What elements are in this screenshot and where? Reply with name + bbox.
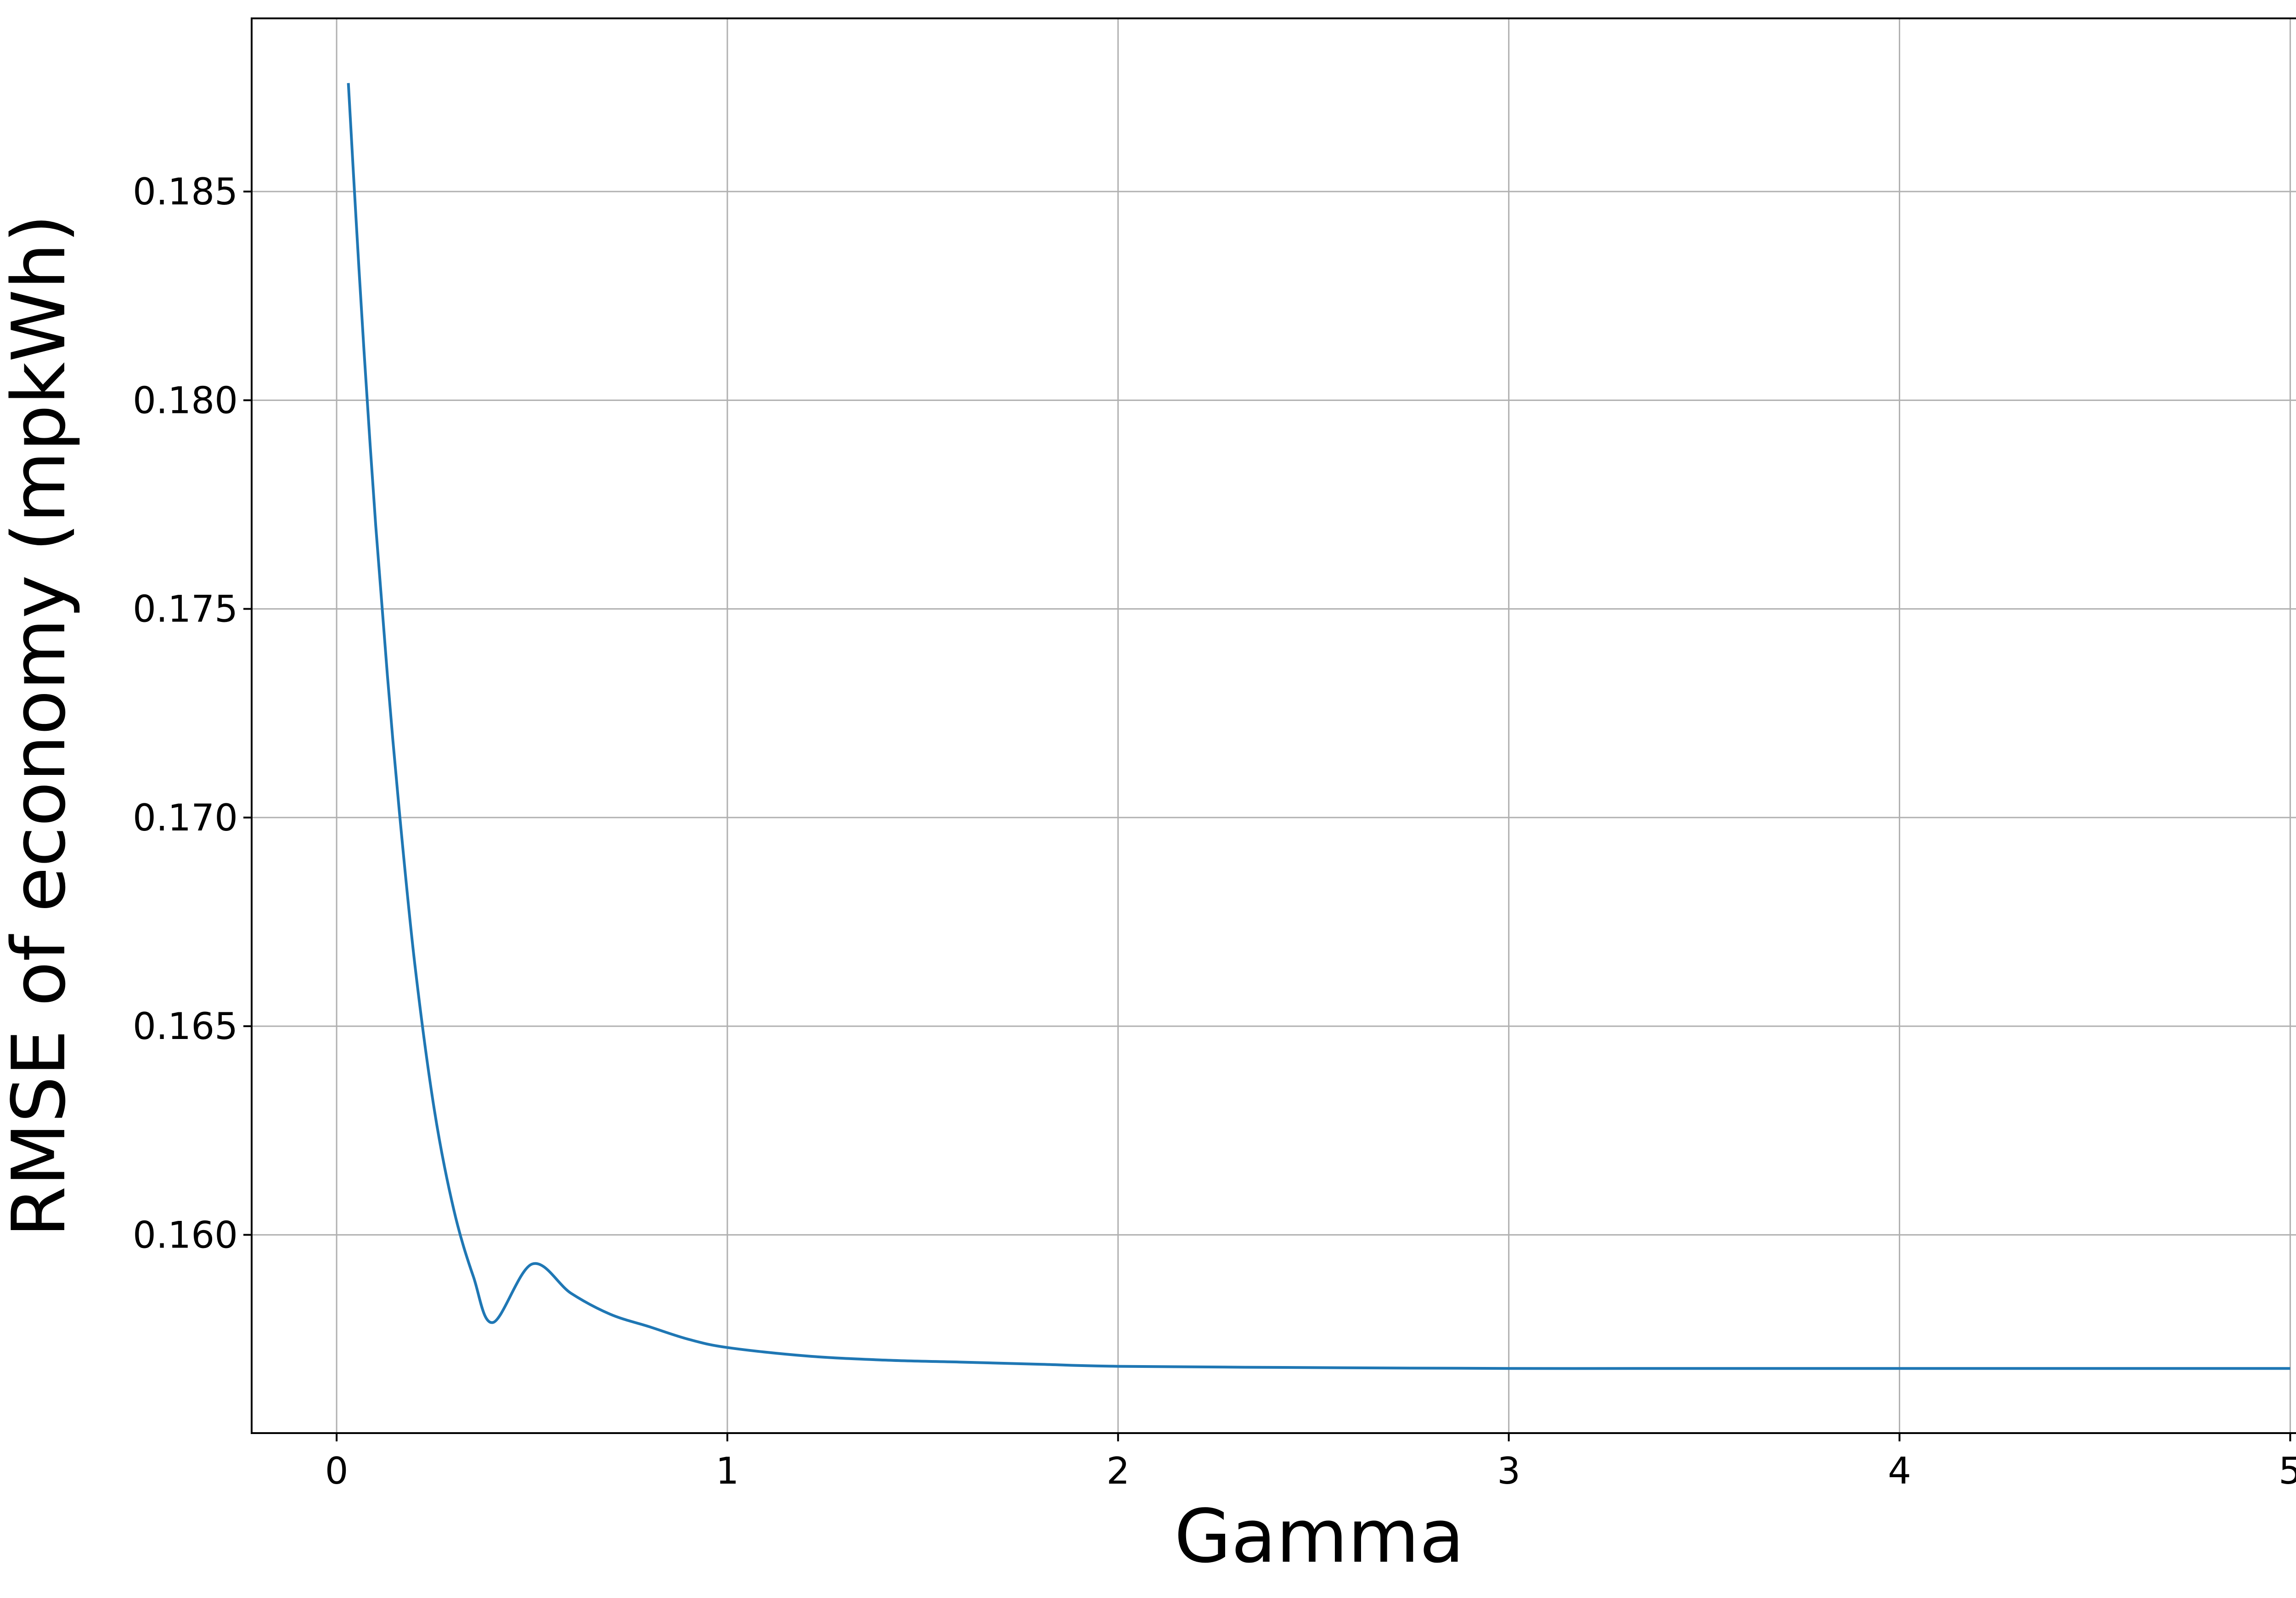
x-tick-label: 5	[2279, 1450, 2296, 1492]
grid	[252, 18, 2296, 1433]
y-axis-label: RMSE of economy (mpkWh)	[0, 214, 82, 1237]
series-line	[347, 83, 2290, 1370]
plot-background	[252, 18, 2296, 1433]
y-tick-label: 0.185	[133, 170, 238, 213]
y-axis-ticks: 0.160 0.165 0.170 0.175 0.180 0.185	[133, 170, 252, 1256]
x-tick-label: 3	[1497, 1450, 1520, 1492]
x-tick-label: 4	[1888, 1450, 1911, 1492]
x-axis-ticks: 0 1 2 3 4 5	[325, 1433, 2296, 1492]
x-axis-label: Gamma	[1174, 1493, 1464, 1579]
y-tick-label: 0.160	[133, 1214, 238, 1256]
x-tick-label: 0	[325, 1450, 349, 1492]
series-layer	[347, 83, 2290, 1370]
y-tick-label: 0.165	[133, 1005, 238, 1048]
y-tick-label: 0.180	[133, 379, 238, 422]
y-tick-label: 0.175	[133, 588, 238, 631]
y-tick-label: 0.170	[133, 796, 238, 839]
plot-frame	[251, 17, 2296, 1434]
x-tick-label: 2	[1106, 1450, 1130, 1492]
x-tick-label: 1	[715, 1450, 739, 1492]
